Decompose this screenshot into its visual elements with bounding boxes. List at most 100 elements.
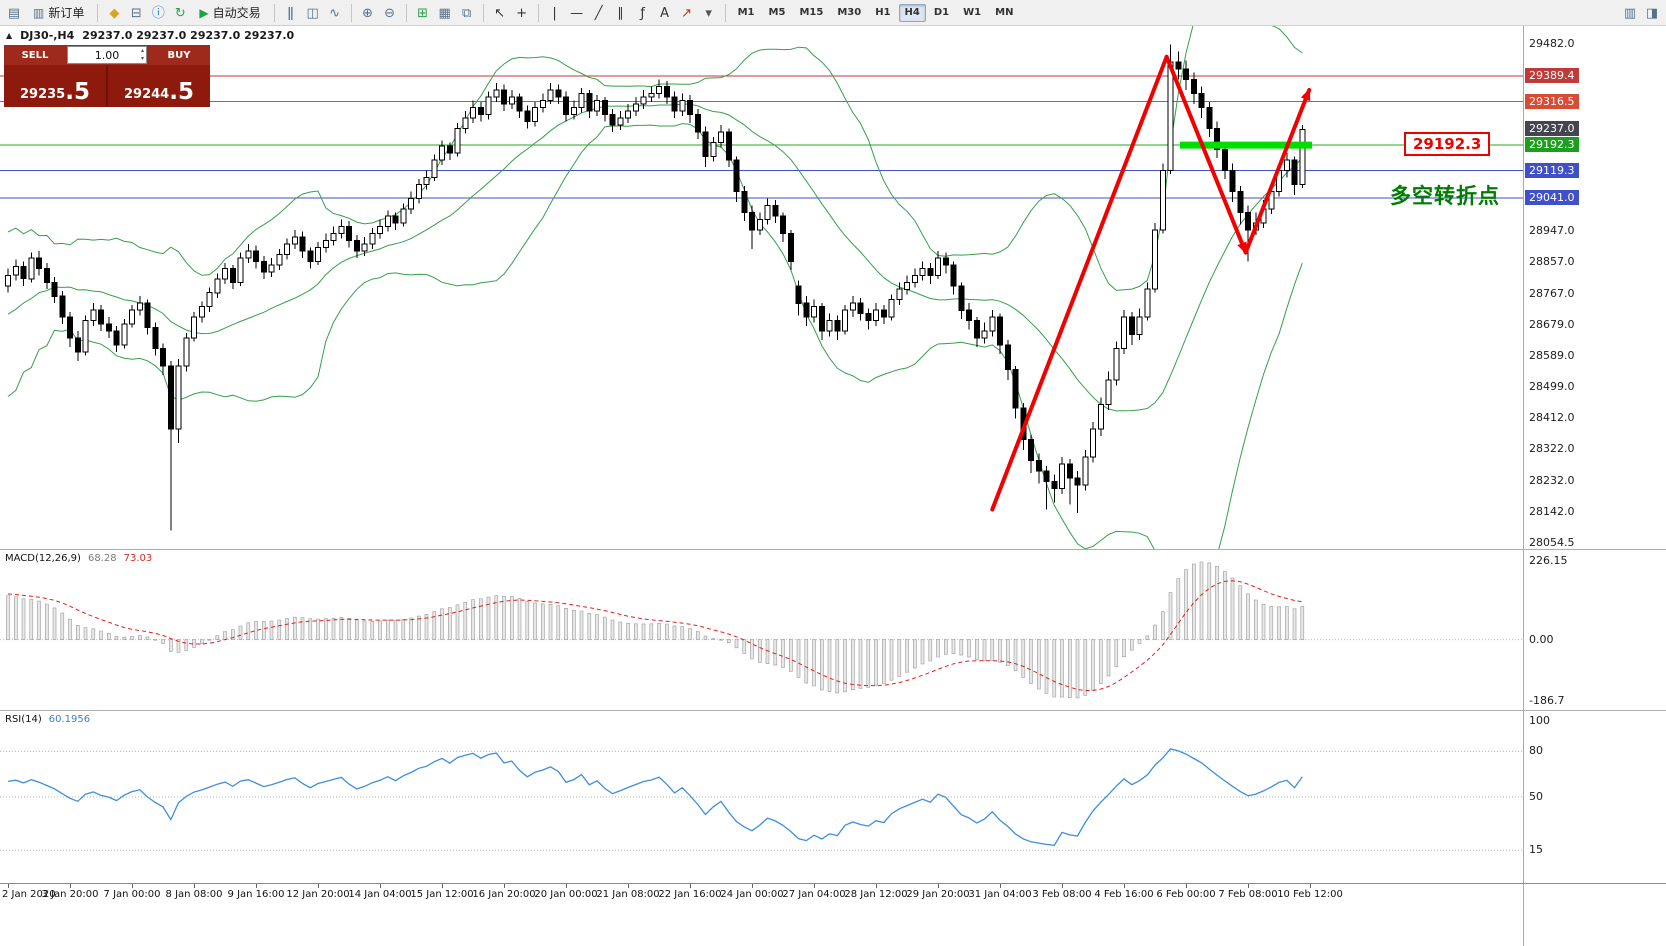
volume-input[interactable]: 1.00 ▴ ▾ bbox=[67, 46, 147, 64]
fibonacci-icon[interactable]: ƒ bbox=[640, 5, 645, 21]
rsi-scale-label: 100 bbox=[1529, 714, 1550, 727]
price-scale-badge: 29237.0 bbox=[1525, 121, 1579, 136]
macd-pane[interactable] bbox=[0, 550, 1523, 710]
buy-button[interactable]: 29244.5 bbox=[108, 65, 210, 107]
new-order-button[interactable]: ▥ 新订单 bbox=[33, 5, 85, 21]
timeframe-m30[interactable]: M30 bbox=[837, 6, 862, 18]
time-label: 16 Jan 20:00 bbox=[472, 889, 536, 900]
time-label: 21 Jan 08:00 bbox=[596, 889, 660, 900]
timeframe-m1[interactable]: M1 bbox=[737, 6, 755, 18]
mql5-icon[interactable]: ◆ bbox=[109, 5, 120, 21]
main-chart-pane[interactable] bbox=[0, 26, 1523, 549]
time-label: 27 Jan 04:00 bbox=[782, 889, 846, 900]
timeframe-m5[interactable]: M5 bbox=[768, 6, 786, 18]
refresh-icon[interactable]: ↻ bbox=[174, 5, 186, 21]
time-label: 8 Jan 08:00 bbox=[165, 889, 223, 900]
zoom-out-icon[interactable]: ⊖ bbox=[384, 5, 396, 21]
price-scale-label: 28499.0 bbox=[1529, 380, 1575, 393]
doc-window-icon[interactable]: ▥ bbox=[1623, 5, 1637, 21]
chart-area[interactable]: 29482.0 28947.0 28857.0 28767.0 28679.0 28589… bbox=[0, 26, 1666, 946]
time-tick bbox=[132, 884, 133, 888]
crosshair-icon[interactable]: + bbox=[516, 5, 528, 21]
time-scale[interactable]: 2 Jan 2020 3 Jan 20:00 7 Jan 00:00 8 Jan 08… bbox=[0, 884, 1523, 946]
time-label: 3 Jan 20:00 bbox=[41, 889, 99, 900]
shapes-dropdown-icon[interactable]: ▾ bbox=[705, 5, 712, 21]
bar-chart-icon[interactable]: ǁ bbox=[287, 5, 294, 21]
rsi-value: 60.1956 bbox=[48, 714, 91, 725]
turning-point-note[interactable]: 多空转折点 bbox=[1390, 184, 1500, 208]
toolbar-separator bbox=[405, 3, 407, 22]
rsi-label: RSI(14) 60.1956 bbox=[5, 714, 91, 725]
horizontal-line-icon[interactable]: — bbox=[570, 5, 584, 21]
timeframe-w1[interactable]: W1 bbox=[963, 6, 982, 18]
spin-up-icon[interactable]: ▴ bbox=[140, 47, 144, 54]
time-label: 10 Feb 12:00 bbox=[1277, 889, 1343, 900]
one-click-trading-panel: SELL 1.00 ▴ ▾ BUY 29235.5 29244.5 bbox=[4, 45, 210, 107]
time-tick bbox=[876, 884, 877, 888]
arrow-tool-icon[interactable]: ↗ bbox=[681, 5, 693, 21]
zoom-in-icon[interactable]: ⊕ bbox=[362, 5, 374, 21]
time-label: 14 Jan 04:00 bbox=[348, 889, 412, 900]
price-scale-label: 28322.0 bbox=[1529, 442, 1575, 455]
time-tick bbox=[380, 884, 381, 888]
time-tick bbox=[1310, 884, 1311, 888]
cascade-windows-icon[interactable]: ⧉ bbox=[461, 5, 472, 21]
time-tick bbox=[1000, 884, 1001, 888]
time-label: 12 Jan 20:00 bbox=[286, 889, 350, 900]
cursor-icon[interactable]: ↖ bbox=[494, 5, 506, 21]
vertical-line-icon[interactable]: | bbox=[552, 5, 557, 21]
time-tick bbox=[628, 884, 629, 888]
layout-icon[interactable]: ◨ bbox=[1645, 5, 1659, 21]
time-tick bbox=[442, 884, 443, 888]
channel-icon[interactable]: ∥ bbox=[617, 5, 624, 21]
text-tool-icon[interactable]: A bbox=[660, 5, 670, 21]
timeframe-d1[interactable]: D1 bbox=[933, 6, 950, 18]
time-tick bbox=[566, 884, 567, 888]
price-annotation-box[interactable]: 29192.3 bbox=[1404, 132, 1491, 156]
sell-button[interactable]: 29235.5 bbox=[4, 65, 106, 107]
macd-value: 68.28 bbox=[87, 553, 117, 564]
toolbar-separator bbox=[350, 3, 352, 22]
timeframe-mn[interactable]: MN bbox=[995, 6, 1014, 18]
price-scale-label: 28412.0 bbox=[1529, 411, 1575, 424]
trendline-icon[interactable]: ╱ bbox=[594, 5, 603, 21]
indicators-icon[interactable]: ⊞ bbox=[417, 5, 429, 21]
time-label: 7 Feb 08:00 bbox=[1218, 889, 1278, 900]
time-label: 22 Jan 16:00 bbox=[658, 889, 722, 900]
toolbar-separator bbox=[482, 3, 484, 22]
time-label: 2 Jan 2020 bbox=[2, 889, 56, 900]
time-tick bbox=[504, 884, 505, 888]
volume-spinner[interactable]: ▴ ▾ bbox=[141, 47, 144, 63]
spin-down-icon[interactable]: ▾ bbox=[140, 55, 144, 62]
data-window-icon[interactable]: ⓘ bbox=[151, 5, 165, 21]
price-scale-label: 28947.0 bbox=[1529, 224, 1575, 237]
line-chart-icon[interactable]: ∿ bbox=[329, 5, 341, 21]
time-label: 3 Feb 08:00 bbox=[1032, 889, 1092, 900]
candlestick-chart-icon[interactable]: ◫ bbox=[306, 5, 319, 21]
new-order-button-icon: ▥ bbox=[33, 5, 45, 20]
tile-windows-icon[interactable]: ▦ bbox=[438, 5, 451, 21]
macd-signal-value: 73.03 bbox=[123, 553, 153, 564]
time-label: 7 Jan 00:00 bbox=[103, 889, 161, 900]
chart-title: ▲ DJ30-,H4 29237.0 29237.0 29237.0 29237… bbox=[6, 29, 294, 42]
timeframe-h1[interactable]: H1 bbox=[875, 6, 891, 18]
symbol-period-label: DJ30-,H4 bbox=[20, 29, 75, 42]
autotrade-button[interactable]: ▶ 自动交易 bbox=[199, 5, 261, 21]
price-scale-label: 29482.0 bbox=[1529, 37, 1575, 50]
timeframe-h4[interactable]: H4 bbox=[898, 3, 926, 22]
rsi-pane[interactable] bbox=[0, 711, 1523, 883]
collapse-caret-icon[interactable]: ▲ bbox=[6, 31, 13, 40]
time-label: 29 Jan 20:00 bbox=[906, 889, 970, 900]
price-scale-label: 28857.0 bbox=[1529, 255, 1575, 268]
pane-separator[interactable] bbox=[0, 710, 1666, 711]
price-scale[interactable]: 29482.0 28947.0 28857.0 28767.0 28679.0 28589… bbox=[1523, 26, 1666, 946]
new-chart-icon[interactable]: ▤ bbox=[7, 5, 21, 21]
timeframe-m15[interactable]: M15 bbox=[799, 6, 824, 18]
print-icon[interactable]: ⊟ bbox=[130, 5, 142, 21]
pane-separator[interactable] bbox=[0, 549, 1666, 550]
time-label: 20 Jan 00:00 bbox=[534, 889, 598, 900]
ohlc-readout: 29237.0 29237.0 29237.0 29237.0 bbox=[82, 29, 295, 42]
buy-tab-label: BUY bbox=[167, 49, 191, 61]
time-label: 9 Jan 16:00 bbox=[227, 889, 285, 900]
